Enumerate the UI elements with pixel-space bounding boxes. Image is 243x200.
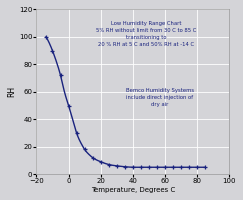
- Y-axis label: RH: RH: [7, 86, 16, 97]
- Text: Bemco Humidity Systems
include direct injection of
dry air: Bemco Humidity Systems include direct in…: [126, 88, 194, 107]
- Text: Low Humidity Range Chart
5% RH without limit from 30 C to 85 C
transitioning to
: Low Humidity Range Chart 5% RH without l…: [96, 21, 197, 47]
- X-axis label: Temperature, Degrees C: Temperature, Degrees C: [91, 187, 175, 193]
